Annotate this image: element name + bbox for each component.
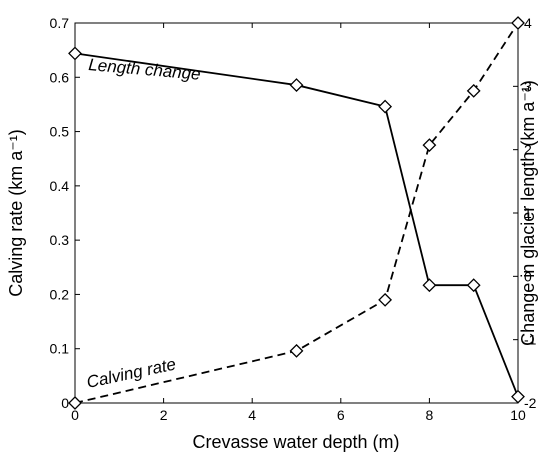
x-tick-label: 8 — [426, 407, 434, 423]
left-y-axis-ticks: 0 0.1 0.2 0.3 0.4 0.5 0.6 0.7 — [50, 15, 80, 411]
right-y-tick-label: 3 — [524, 78, 532, 94]
x-tick-label: 6 — [337, 407, 345, 423]
left-y-tick-label: 0.6 — [50, 69, 70, 85]
x-tick-label: 4 — [248, 407, 256, 423]
calving-rate-point — [466, 83, 481, 98]
left-y-tick-label: 0.7 — [50, 15, 70, 31]
right-y-tick-label: 2 — [524, 142, 532, 158]
x-axis-label: Crevasse water depth (m) — [192, 432, 399, 452]
x-tick-label: 2 — [160, 407, 168, 423]
length-change-point — [378, 99, 393, 114]
length-change-point — [289, 78, 304, 92]
length-change-line — [74, 52, 519, 397]
right-y-tick-label: -1 — [524, 332, 537, 348]
annotation-length-change: Length change — [88, 55, 202, 84]
length-change-point — [68, 46, 82, 61]
left-y-tick-label: 0 — [61, 395, 69, 411]
left-y-axis-label: Calving rate (km a⁻¹) — [6, 129, 26, 297]
length-change-point — [422, 278, 437, 293]
right-y-tick-label: -2 — [524, 395, 537, 411]
right-y-tick-label: 0 — [524, 268, 532, 284]
left-y-tick-label: 0.5 — [50, 124, 70, 140]
right-y-axis-ticks: -2 -1 0 1 2 3 4 — [513, 15, 537, 411]
calving-rate-point — [511, 16, 525, 30]
calving-rate-point — [422, 138, 437, 153]
annotation-calving-rate: Calving rate — [85, 354, 178, 391]
calving-rate-line — [74, 22, 519, 404]
right-y-axis-label: Change in glacier length (km a⁻¹) — [518, 80, 538, 346]
length-change-point — [466, 278, 481, 293]
calving-rate-point — [68, 396, 82, 410]
series-layer — [68, 16, 525, 410]
calving-rate-point — [289, 343, 304, 358]
x-tick-label: 10 — [510, 407, 526, 423]
length-change-point — [511, 389, 525, 404]
left-y-tick-label: 0.1 — [50, 341, 70, 357]
right-y-tick-label: 1 — [524, 205, 532, 221]
left-y-tick-label: 0.2 — [50, 286, 70, 302]
calving-rate-point — [378, 292, 393, 307]
right-y-tick-label: 4 — [524, 15, 532, 31]
left-y-tick-label: 0.3 — [50, 232, 70, 248]
x-tick-label: 0 — [71, 407, 79, 423]
left-y-tick-label: 0.4 — [50, 178, 70, 194]
